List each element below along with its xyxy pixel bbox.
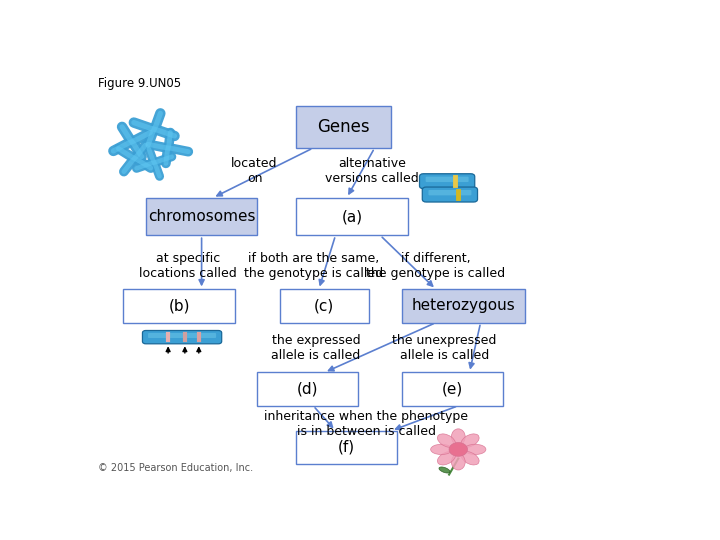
Text: alternative
versions called: alternative versions called (325, 157, 418, 185)
Text: inheritance when the phenotype
is in between is called: inheritance when the phenotype is in bet… (264, 410, 468, 438)
FancyBboxPatch shape (258, 373, 358, 406)
Ellipse shape (431, 444, 452, 455)
Text: chromosomes: chromosomes (148, 209, 256, 224)
Text: if different,
the genotype is called: if different, the genotype is called (366, 253, 505, 280)
Text: the unexpressed
allele is called: the unexpressed allele is called (392, 334, 497, 362)
Ellipse shape (439, 467, 450, 473)
FancyBboxPatch shape (402, 373, 503, 406)
FancyBboxPatch shape (297, 198, 408, 235)
FancyBboxPatch shape (402, 289, 526, 322)
Text: if both are the same,
the genotype is called: if both are the same, the genotype is ca… (243, 253, 383, 280)
FancyBboxPatch shape (297, 431, 397, 464)
Text: Genes: Genes (318, 118, 370, 136)
Ellipse shape (451, 454, 465, 470)
Text: (d): (d) (297, 382, 318, 396)
Circle shape (449, 443, 467, 456)
Text: (e): (e) (442, 382, 464, 396)
Text: the expressed
allele is called: the expressed allele is called (271, 334, 361, 362)
FancyBboxPatch shape (423, 187, 477, 202)
FancyBboxPatch shape (420, 174, 474, 188)
Text: © 2015 Pearson Education, Inc.: © 2015 Pearson Education, Inc. (99, 463, 253, 473)
Ellipse shape (461, 434, 479, 447)
Text: (a): (a) (342, 209, 363, 224)
Ellipse shape (438, 434, 456, 447)
FancyBboxPatch shape (148, 333, 216, 338)
Ellipse shape (461, 451, 479, 465)
Text: (c): (c) (314, 299, 335, 313)
FancyBboxPatch shape (124, 289, 235, 322)
FancyBboxPatch shape (428, 190, 472, 195)
FancyBboxPatch shape (145, 198, 258, 235)
Ellipse shape (438, 451, 456, 465)
FancyBboxPatch shape (143, 330, 222, 344)
Ellipse shape (464, 444, 486, 455)
FancyBboxPatch shape (426, 177, 469, 182)
Text: Figure 9.UN05: Figure 9.UN05 (99, 77, 181, 90)
Text: (f): (f) (338, 440, 355, 455)
Text: (b): (b) (168, 299, 190, 313)
Text: at specific
locations called: at specific locations called (139, 253, 237, 280)
Text: located
on: located on (231, 157, 278, 185)
FancyBboxPatch shape (280, 289, 369, 322)
Ellipse shape (451, 429, 465, 445)
Text: heterozygous: heterozygous (412, 299, 516, 313)
FancyBboxPatch shape (297, 106, 392, 148)
